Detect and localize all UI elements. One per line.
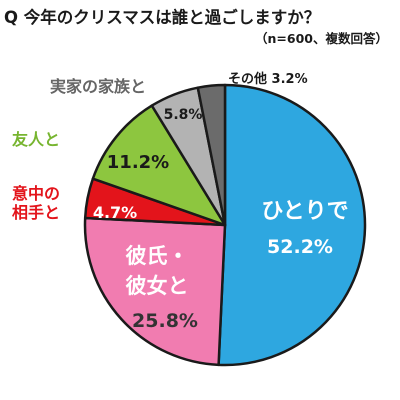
slice-value-partner: 25.8% bbox=[132, 310, 198, 332]
slice-label-family: 実家の家族と bbox=[50, 77, 147, 96]
slice-value-family: 5.8% bbox=[164, 107, 203, 123]
pie-slice-other bbox=[196, 83, 227, 227]
pie-slice-alone bbox=[217, 83, 367, 367]
slice-label-lover: 意中の相手と bbox=[12, 184, 61, 222]
slice-label-alone: ひとりで bbox=[261, 199, 348, 224]
slice-label-friend: 友人と bbox=[12, 130, 61, 149]
slice-value-other: 3.2% bbox=[271, 72, 308, 87]
chart-subtitle: （n=600、複数回答） bbox=[255, 31, 388, 46]
chart-title: Q 今年のクリスマスは誰と過ごしますか？ bbox=[4, 8, 321, 27]
slice-label-other-name: その他 bbox=[228, 72, 268, 87]
pie-slice-partner bbox=[83, 216, 227, 367]
slice-label-partner-line2: 彼女と bbox=[126, 274, 189, 298]
slice-value-alone: 52.2% bbox=[267, 236, 333, 258]
slice-label-partner-line1: 彼氏・ bbox=[126, 244, 189, 268]
slice-value-lover: 4.7% bbox=[93, 203, 137, 222]
slice-label-other: その他 3.2% bbox=[228, 70, 308, 89]
pie-slice-friend bbox=[91, 104, 227, 227]
slice-value-friend: 11.2% bbox=[107, 152, 169, 173]
